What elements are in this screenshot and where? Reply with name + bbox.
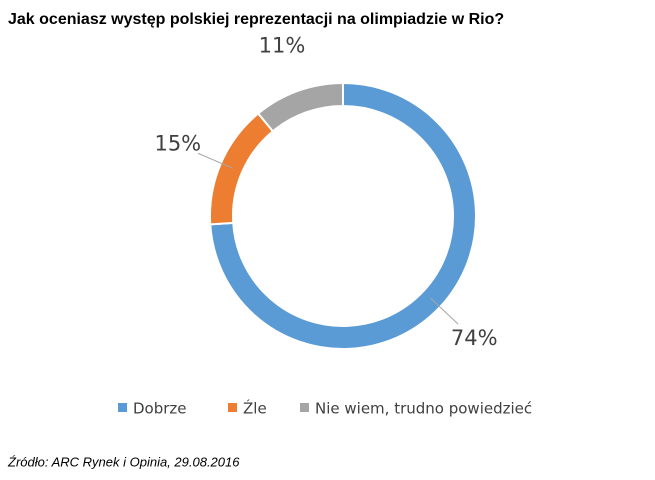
source: Źródło: ARC Rynek i Opinia, 29.08.2016	[7, 454, 240, 469]
donut-segment	[209, 81, 477, 350]
donut-segment	[256, 81, 344, 133]
legend-label: Nie wiem, trudno powiedzieć	[315, 400, 532, 418]
value-label: 15%	[154, 132, 201, 156]
value-label: 11%	[259, 34, 306, 58]
value-label: 74%	[451, 326, 498, 350]
legend-marker	[228, 403, 237, 412]
legend-marker	[300, 403, 309, 412]
leader-line	[197, 152, 234, 169]
chart-title: Jak oceniasz występ polskiej reprezentac…	[8, 11, 504, 28]
legend-marker	[118, 403, 127, 412]
donut-segment	[209, 112, 275, 226]
legend-label: Dobrze	[133, 400, 187, 418]
leader-line	[430, 297, 459, 325]
legend-label: Źle	[243, 399, 267, 418]
